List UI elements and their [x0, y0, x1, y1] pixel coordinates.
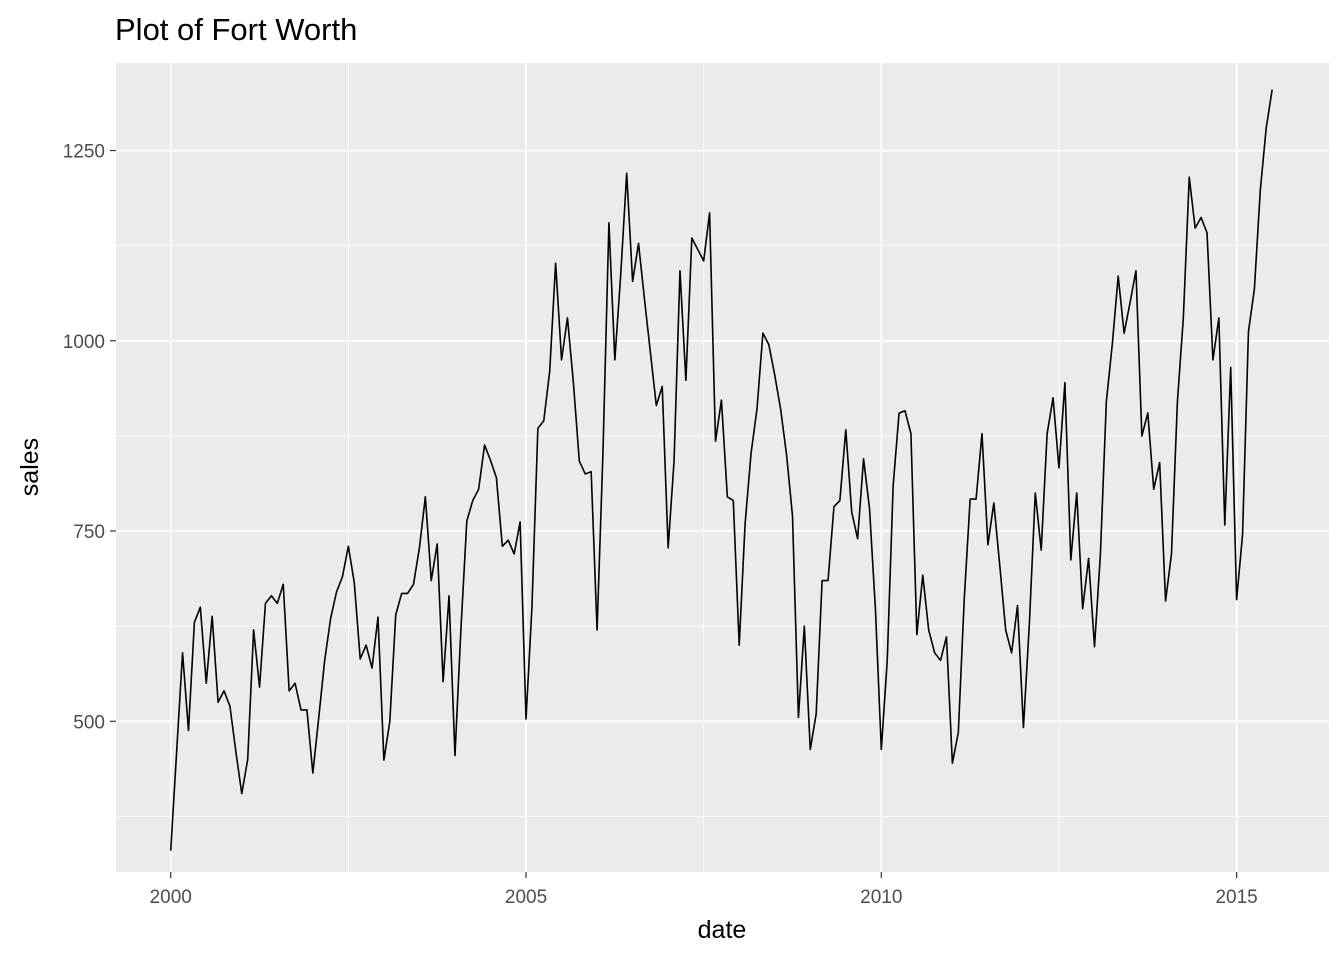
plot-panel [116, 63, 1329, 872]
x-tick-label: 2005 [505, 887, 547, 908]
y-tick-label: 1250 [63, 142, 105, 163]
y-axis-title: sales [16, 438, 44, 496]
sales-series-line [169, 89, 1273, 851]
x-tick-label: 2015 [1215, 887, 1257, 908]
x-axis-title: date [698, 916, 747, 944]
x-axis-ticks: 2000 2005 2010 2015 [150, 872, 1258, 908]
x-tick-label: 2000 [150, 887, 192, 908]
y-tick-label: 500 [73, 712, 105, 733]
minor-gridlines [116, 63, 1329, 872]
y-tick-label: 750 [73, 522, 105, 543]
chart-title: Plot of Fort Worth [115, 12, 357, 47]
y-axis-ticks: 500 750 1000 1250 [63, 142, 116, 733]
x-tick-label: 2010 [860, 887, 902, 908]
y-tick-label: 1000 [63, 332, 105, 353]
